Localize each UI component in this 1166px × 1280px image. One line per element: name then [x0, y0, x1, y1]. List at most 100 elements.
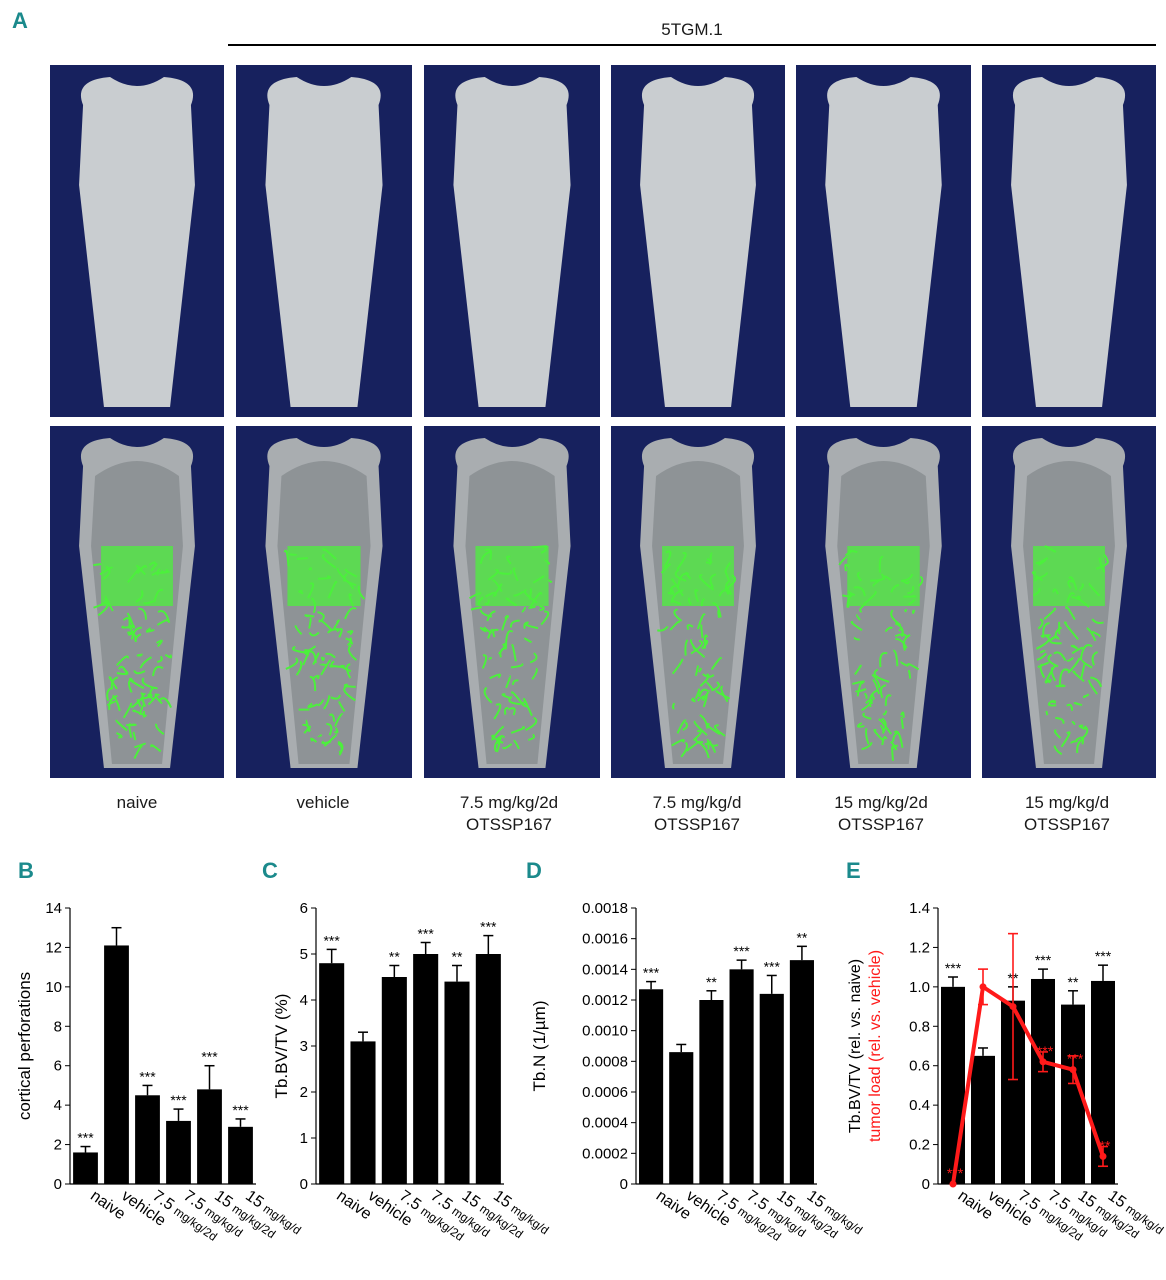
chart-b-significance-label: ***: [139, 1068, 156, 1084]
chart-e-significance-label: ***: [945, 960, 962, 976]
chart-c-significance-label: ***: [417, 926, 434, 942]
chart-d-bar: [759, 993, 784, 1184]
chart-c-y-tick-label: 2: [300, 1084, 308, 1101]
chart-e-tumor-significance-label: ***: [1067, 1051, 1084, 1067]
chart-d-bar: [729, 969, 754, 1184]
chart-d-y-axis-label: Tb.N (1/µm): [530, 1000, 549, 1091]
group-label: 5TGM.1: [661, 20, 723, 39]
group-bracket-line: [228, 44, 1156, 46]
chart-b-y-axis-label: cortical perforations: [15, 972, 34, 1120]
chart-d-bar: [699, 1000, 724, 1184]
outer-view-image-3: [424, 65, 600, 417]
chart-c-bar: [381, 977, 407, 1184]
chart-b-category-label: naive: [87, 1187, 128, 1223]
chart-c-y-tick-label: 1: [300, 1130, 308, 1147]
chart-d-y-tick-label: 0: [620, 1176, 628, 1193]
outer-view-image-1: [50, 65, 224, 417]
chart-c-y-tick-label: 5: [300, 946, 308, 963]
chart-d-significance-label: **: [706, 974, 717, 990]
chart-e-bar: [971, 1055, 995, 1184]
chart-d-significance-label: ***: [764, 958, 781, 974]
chart-c-bar: [319, 963, 345, 1184]
panel-letter-b: B: [18, 858, 34, 883]
chart-b-significance-label: ***: [232, 1102, 249, 1118]
chart-c-y-axis-label: Tb.BV/TV (%): [272, 994, 291, 1099]
chart-e-bar: [1031, 978, 1055, 1184]
panel-letter-d: D: [526, 858, 542, 883]
chart-e-significance-label: ***: [1035, 952, 1052, 968]
outer-view-image-5: [796, 65, 971, 417]
chart-e-y-tick-label: 0.8: [909, 1018, 930, 1035]
chart-c-bar: [413, 954, 439, 1184]
chart-d-y-tick-label: 0.0010: [582, 1023, 628, 1040]
chart-c-significance-label: ***: [480, 919, 497, 935]
condition-label-7-5-d: 7.5 mg/kg/d OTSSP167: [652, 793, 742, 834]
chart-d-bar: [789, 960, 814, 1184]
chart-c-significance-label: **: [389, 949, 400, 965]
chart-d-y-tick-label: 0.0008: [582, 1053, 628, 1070]
chart-b-significance-label: ***: [77, 1130, 94, 1146]
chart-e-y-tick-label: 0: [922, 1176, 930, 1193]
chart-e-tumor-significance-label: ***: [1037, 1043, 1054, 1059]
condition-label-naive: naive: [116, 793, 158, 812]
section-view-image-6: [982, 426, 1156, 778]
chart-e-significance-label: ***: [1095, 948, 1112, 964]
chart-e-significance-label: **: [1068, 974, 1079, 990]
chart-b-bar: [104, 945, 129, 1184]
chart-b-bar: [73, 1152, 98, 1184]
chart-d-significance-label: ***: [643, 965, 660, 981]
chart-c-significance-label: ***: [323, 932, 340, 948]
chart-d-y-tick-label: 0.0004: [582, 1115, 628, 1132]
chart-b-bar: [135, 1095, 160, 1184]
chart-e-y-tick-label: 0.4: [909, 1097, 930, 1114]
chart-c-y-tick-label: 4: [300, 992, 308, 1009]
chart-e-y-tick-label: 1.0: [909, 979, 930, 996]
chart-d-bar: [639, 989, 664, 1184]
panel-letter-e: E: [846, 858, 861, 883]
chart-b-y-tick-label: 8: [54, 1018, 62, 1035]
chart-d-y-tick-label: 0.0006: [582, 1084, 628, 1101]
chart-c-y-tick-label: 0: [300, 1176, 308, 1193]
chart-e-tumor-significance-label: ***: [947, 1165, 964, 1181]
chart-b-y-tick-label: 0: [54, 1176, 62, 1193]
chart-e-tumor-load-point: [949, 1180, 957, 1188]
chart-c-significance-label: **: [452, 949, 463, 965]
condition-label-15-d: 15 mg/kg/d OTSSP167: [1024, 793, 1110, 834]
chart-b-y-tick-label: 14: [45, 900, 62, 917]
chart-b-y-tick-label: 4: [54, 1097, 62, 1114]
chart-d-bar: [669, 1052, 694, 1184]
condition-label-vehicle: vehicle: [296, 793, 350, 812]
chart-b-y-tick-label: 2: [54, 1137, 62, 1154]
chart-b-significance-label: ***: [170, 1092, 187, 1108]
chart-d-significance-label: **: [796, 929, 807, 945]
chart-e-y-tick-label: 1.4: [909, 900, 930, 917]
chart-d-y-tick-label: 0.0012: [582, 992, 628, 1009]
chart-b-bar: [228, 1126, 253, 1184]
chart-d-y-tick-label: 0.0002: [582, 1145, 628, 1162]
chart-c-category-label: naive: [333, 1187, 374, 1223]
section-view-image-1: [50, 426, 224, 778]
outer-view-image-2: [236, 65, 412, 417]
chart-d-y-tick-label: 0.0014: [582, 961, 628, 978]
chart-e-y-tick-label: 1.2: [909, 939, 930, 956]
chart-c-bar: [444, 981, 470, 1184]
chart-b-significance-label: ***: [201, 1049, 218, 1065]
chart-d-y-tick-label: 0.0018: [582, 900, 628, 917]
panel-letter-c: C: [262, 858, 278, 883]
chart-e-y-axis-label-red: tumor load (rel. vs. vehicle): [867, 950, 884, 1142]
chart-e-bar: [941, 986, 965, 1184]
chart-e-tumor-significance-label: **: [1100, 1137, 1111, 1153]
section-view-image-3: [424, 426, 600, 778]
chart-c-y-tick-label: 3: [300, 1038, 308, 1055]
chart-e-y-axis-label-black: Tb.BV/TV (rel. vs. naive): [847, 959, 864, 1133]
chart-c-bar: [350, 1041, 376, 1184]
chart-c-bar: [475, 954, 501, 1184]
outer-view-image-4: [611, 65, 785, 417]
chart-e-y-tick-label: 0.6: [909, 1058, 930, 1075]
panel-letter-a: A: [12, 8, 28, 33]
section-view-image-2: [236, 426, 412, 778]
section-view-image-4: [611, 426, 785, 778]
outer-view-image-6: [982, 65, 1156, 417]
condition-label-15-2d: 15 mg/kg/2d OTSSP167: [834, 793, 928, 834]
